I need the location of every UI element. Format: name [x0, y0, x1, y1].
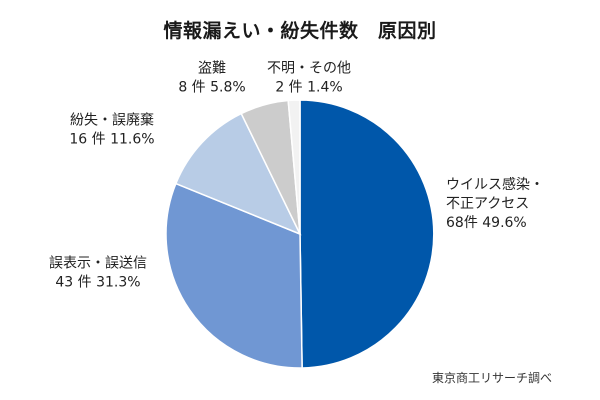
slice-value-0: 68件 49.6%	[446, 215, 527, 231]
slice-label-4: 不明・その他 2 件 1.4%	[267, 61, 351, 96]
slice-value-2: 16 件 11.6%	[69, 132, 154, 148]
pie-labels: ウイルス感染・不正アクセス 68件 49.6% 誤表示・誤送信 43 件 31.3% 紛…	[49, 61, 544, 291]
slice-name-2-0: 紛失・誤廃棄	[70, 112, 154, 129]
slice-label-3: 盗難 8 件 5.8%	[178, 61, 245, 96]
slice-value-4: 2 件 1.4%	[275, 80, 342, 96]
pie-slices	[165, 99, 435, 369]
slice-label-2: 紛失・誤廃棄 16 件 11.6%	[69, 112, 154, 148]
source-note: 東京商工リサーチ調べ	[431, 371, 552, 385]
slice-label-1: 誤表示・誤送信 43 件 31.3%	[49, 256, 147, 291]
pie-slice-4	[287, 99, 301, 235]
slice-name-0-0: ウイルス感染・	[446, 176, 544, 193]
slice-name-4-0: 不明・その他	[267, 61, 351, 77]
pie-slice-2	[174, 112, 302, 236]
pie-slice-1	[165, 182, 303, 369]
slice-label-0: ウイルス感染・不正アクセス 68件 49.6%	[446, 176, 544, 231]
slice-name-3-0: 盗難	[198, 61, 226, 77]
slice-value-1: 43 件 31.3%	[55, 275, 140, 291]
pie-slice-0	[299, 99, 435, 369]
slice-name-0-1: 不正アクセス	[446, 196, 529, 212]
slice-value-3: 8 件 5.8%	[178, 80, 245, 96]
slice-name-1-0: 誤表示・誤送信	[49, 256, 147, 272]
chart-title: 情報漏えい・紛失件数 原因別	[163, 20, 437, 42]
